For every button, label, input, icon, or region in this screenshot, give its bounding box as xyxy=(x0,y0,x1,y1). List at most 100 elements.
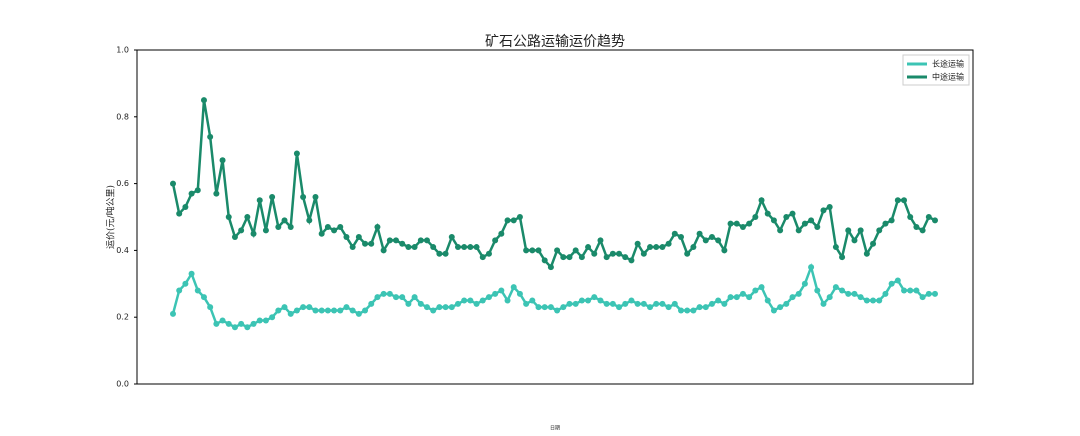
data-point xyxy=(312,193,319,200)
data-point xyxy=(907,214,914,220)
y-tick-label: 0.2 xyxy=(116,313,129,322)
data-point xyxy=(653,300,660,307)
data-point xyxy=(888,280,895,287)
data-point xyxy=(808,217,815,224)
data-point xyxy=(832,244,839,251)
data-point xyxy=(349,244,356,251)
data-point xyxy=(727,294,734,301)
data-point xyxy=(671,230,678,237)
data-point xyxy=(442,250,449,257)
data-point xyxy=(721,247,728,254)
data-point xyxy=(194,187,201,194)
data-point xyxy=(696,230,703,237)
data-point xyxy=(591,250,598,257)
data-point xyxy=(715,297,722,304)
data-point xyxy=(894,197,901,204)
data-point xyxy=(269,314,276,321)
data-point xyxy=(715,237,722,244)
data-point xyxy=(213,190,220,197)
data-point xyxy=(634,300,641,307)
data-point xyxy=(758,197,765,204)
data-point xyxy=(188,270,195,277)
data-point xyxy=(764,210,771,217)
data-point xyxy=(343,234,350,241)
data-point xyxy=(894,277,901,284)
data-point xyxy=(380,290,387,297)
data-point xyxy=(510,217,517,224)
data-point xyxy=(876,297,883,304)
data-point xyxy=(913,224,920,231)
data-point xyxy=(653,244,660,251)
legend-box xyxy=(902,54,970,86)
data-point xyxy=(603,300,610,307)
data-point xyxy=(238,320,245,327)
data-point xyxy=(591,294,598,301)
data-point xyxy=(554,247,561,254)
data-point xyxy=(901,287,908,294)
data-point xyxy=(560,304,567,311)
data-point xyxy=(622,254,629,261)
data-point xyxy=(684,307,691,314)
data-point xyxy=(473,244,480,251)
data-point xyxy=(324,307,331,314)
data-point xyxy=(808,264,815,271)
data-point xyxy=(207,304,214,311)
data-point xyxy=(442,304,449,311)
data-point xyxy=(702,237,709,244)
plot-frame xyxy=(136,49,974,385)
data-point xyxy=(603,254,610,261)
data-point xyxy=(870,297,877,304)
data-point xyxy=(485,250,492,257)
data-point xyxy=(250,320,257,327)
data-point xyxy=(417,300,424,307)
data-point xyxy=(547,304,554,311)
data-point xyxy=(337,224,344,231)
data-point xyxy=(628,297,635,304)
data-point xyxy=(430,307,437,314)
data-point xyxy=(541,257,548,264)
data-point xyxy=(231,234,238,241)
data-point xyxy=(306,217,313,224)
data-point xyxy=(529,247,536,254)
data-point xyxy=(863,250,870,257)
data-point xyxy=(256,197,263,204)
data-point xyxy=(913,287,920,294)
data-point xyxy=(386,237,393,244)
data-point xyxy=(764,297,771,304)
data-point xyxy=(287,224,294,231)
data-point xyxy=(647,244,654,251)
data-point xyxy=(516,290,523,297)
data-point xyxy=(504,297,511,304)
data-point xyxy=(293,150,300,157)
data-point xyxy=(219,157,226,164)
data-point xyxy=(826,294,833,301)
data-point xyxy=(932,290,938,297)
data-point xyxy=(374,294,381,301)
data-point xyxy=(746,294,753,301)
data-point xyxy=(461,297,468,304)
data-point xyxy=(343,304,350,311)
data-point xyxy=(250,230,257,237)
data-point xyxy=(919,294,926,301)
data-point xyxy=(436,250,443,257)
data-point xyxy=(411,244,418,251)
data-point xyxy=(702,304,709,311)
data-point xyxy=(287,310,294,317)
data-point xyxy=(919,227,926,234)
y-axis-label: 运价(元/吨公里) xyxy=(105,185,117,249)
data-point xyxy=(200,294,207,301)
data-point xyxy=(337,307,344,314)
data-point xyxy=(752,287,759,294)
data-point xyxy=(170,180,176,187)
data-point xyxy=(306,304,313,311)
data-point xyxy=(498,287,505,294)
data-point xyxy=(386,290,393,297)
data-point xyxy=(647,304,654,311)
data-point xyxy=(318,230,325,237)
chart-title: 矿石公路运输运价趋势 xyxy=(485,34,625,50)
data-point xyxy=(628,257,635,264)
data-point xyxy=(213,320,220,327)
data-point xyxy=(417,237,424,244)
data-point xyxy=(362,307,369,314)
